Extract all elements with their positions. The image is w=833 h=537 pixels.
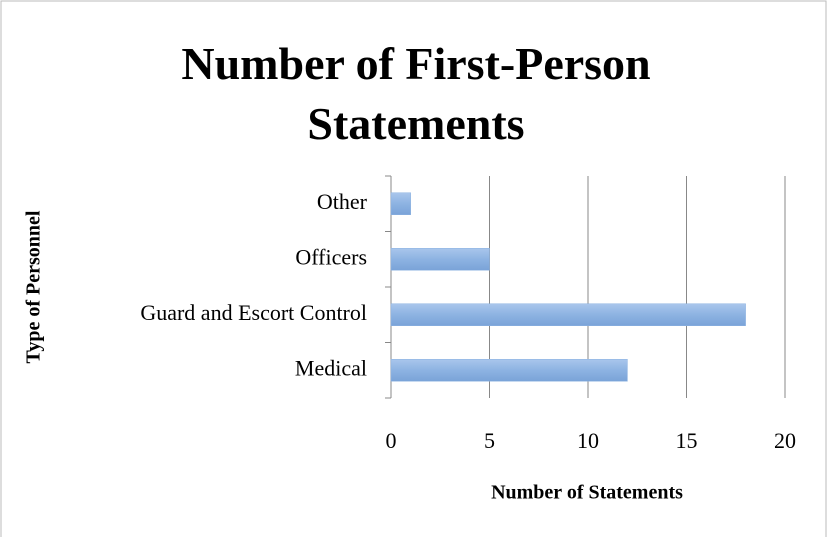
y-tick-label: Medical xyxy=(295,355,367,380)
y-tick-label: Officers xyxy=(295,244,367,269)
x-tick-label: 5 xyxy=(484,428,495,453)
y-axis-title: Type of Personnel xyxy=(23,210,45,363)
y-tick-label: Other xyxy=(317,189,368,214)
bar xyxy=(390,248,490,271)
bar xyxy=(390,192,411,215)
x-tick-label: 15 xyxy=(676,428,698,453)
x-tick-label: 20 xyxy=(774,428,796,453)
y-tick-label: Guard and Escort Control xyxy=(140,300,367,325)
x-axis-title: Number of Statements xyxy=(491,482,683,504)
bar xyxy=(390,303,746,326)
x-tick-label: 10 xyxy=(577,428,599,453)
bar xyxy=(390,359,628,382)
chart-title: Number of First-Person Statements xyxy=(181,38,651,149)
x-tick-label: 0 xyxy=(386,428,397,453)
